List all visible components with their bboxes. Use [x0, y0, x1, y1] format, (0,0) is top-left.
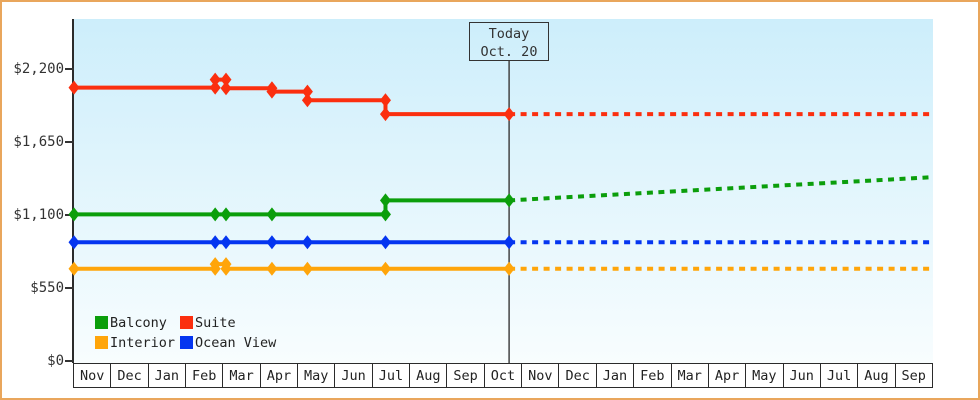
x-axis-month-label: Oct	[483, 364, 521, 387]
x-axis-month-label: Apr	[707, 364, 745, 387]
legend-swatch-icon	[180, 336, 193, 349]
today-label-line1: Today	[488, 26, 530, 42]
forecast-line-balcony	[508, 175, 934, 203]
data-point-ocean-view	[301, 235, 313, 250]
data-point-suite	[209, 72, 221, 87]
data-point-ocean-view	[68, 235, 80, 250]
x-axis-month-label: Apr	[259, 364, 297, 387]
x-axis-month-label: Sep	[446, 364, 483, 387]
x-axis-month-label: Jul	[371, 364, 409, 387]
legend-item-ocean-view: Ocean View	[180, 334, 277, 351]
data-point-interior	[266, 261, 278, 276]
x-axis-month-label: Jan	[147, 364, 185, 387]
data-point-balcony	[379, 207, 391, 222]
x-axis-month-label: May	[745, 364, 782, 387]
x-axis-month-label: Nov	[521, 364, 558, 387]
x-axis-month-label: May	[297, 364, 334, 387]
x-axis-month-label: Mar	[670, 364, 708, 387]
y-axis-tick-label: $1,100	[13, 207, 64, 223]
legend-swatch-icon	[95, 316, 108, 329]
data-point-balcony	[379, 193, 391, 208]
today-marker-label: Today Oct. 20	[469, 22, 549, 61]
data-point-interior	[301, 261, 313, 276]
data-point-interior	[68, 261, 80, 276]
legend-swatch-icon	[95, 336, 108, 349]
x-axis-month-label: Feb	[633, 364, 670, 387]
legend-item-balcony: Balcony	[95, 314, 167, 331]
data-point-interior	[209, 257, 221, 272]
data-point-interior	[379, 261, 391, 276]
legend-label: Ocean View	[195, 334, 277, 351]
today-label-line2: Oct. 20	[480, 44, 538, 60]
data-point-balcony	[209, 207, 221, 222]
x-axis-month-label: Jul	[819, 364, 857, 387]
data-point-suite	[209, 80, 221, 95]
data-point-balcony	[503, 193, 515, 208]
x-axis-month-label: Dec	[558, 364, 595, 387]
data-point-ocean-view	[379, 235, 391, 250]
data-point-balcony	[68, 207, 80, 222]
legend-item-suite: Suite	[180, 314, 236, 331]
y-axis-tick-label: $1,650	[13, 134, 64, 150]
x-axis-month-label: Jan	[595, 364, 633, 387]
data-point-suite	[220, 72, 232, 87]
legend-label: Suite	[195, 314, 236, 331]
data-point-suite	[301, 93, 313, 108]
data-point-balcony	[220, 207, 232, 222]
data-point-ocean-view	[266, 235, 278, 250]
x-axis-month-label: Feb	[185, 364, 222, 387]
legend-label: Interior	[110, 334, 176, 351]
data-point-suite	[266, 84, 278, 99]
plot-area	[74, 19, 933, 363]
data-point-ocean-view	[503, 235, 515, 250]
data-point-suite	[220, 81, 232, 96]
legend-label: Balcony	[110, 314, 167, 331]
y-axis-tick-label: $550	[30, 280, 64, 296]
x-axis-month-row: Nov Dec Jan Feb Mar Apr May Jun Jul Aug Sep Oct Nov D…	[73, 363, 933, 388]
data-point-interior	[503, 261, 515, 276]
y-axis-tick-label: $0	[47, 353, 64, 369]
x-axis-month-label: Nov	[73, 364, 110, 387]
data-point-suite	[379, 93, 391, 108]
data-point-suite	[301, 84, 313, 99]
data-point-ocean-view	[209, 235, 221, 250]
x-axis-month-label: Aug	[857, 364, 894, 387]
data-point-suite	[503, 107, 515, 122]
x-axis-month-label: Aug	[409, 364, 446, 387]
legend-swatch-icon	[180, 316, 193, 329]
data-point-interior	[220, 261, 232, 276]
x-axis-month-label: Dec	[110, 364, 147, 387]
data-point-balcony	[266, 207, 278, 222]
legend-item-interior: Interior	[95, 334, 176, 351]
data-point-suite	[68, 80, 80, 95]
data-point-ocean-view	[220, 235, 232, 250]
x-axis-month-label: Mar	[222, 364, 259, 387]
x-axis-month-label: Jun	[782, 364, 820, 387]
data-point-suite	[379, 107, 391, 122]
y-axis-tick-label: $2,200	[13, 61, 64, 77]
x-axis-month-label: Jun	[334, 364, 371, 387]
x-axis-month-label: Sep	[894, 364, 933, 387]
